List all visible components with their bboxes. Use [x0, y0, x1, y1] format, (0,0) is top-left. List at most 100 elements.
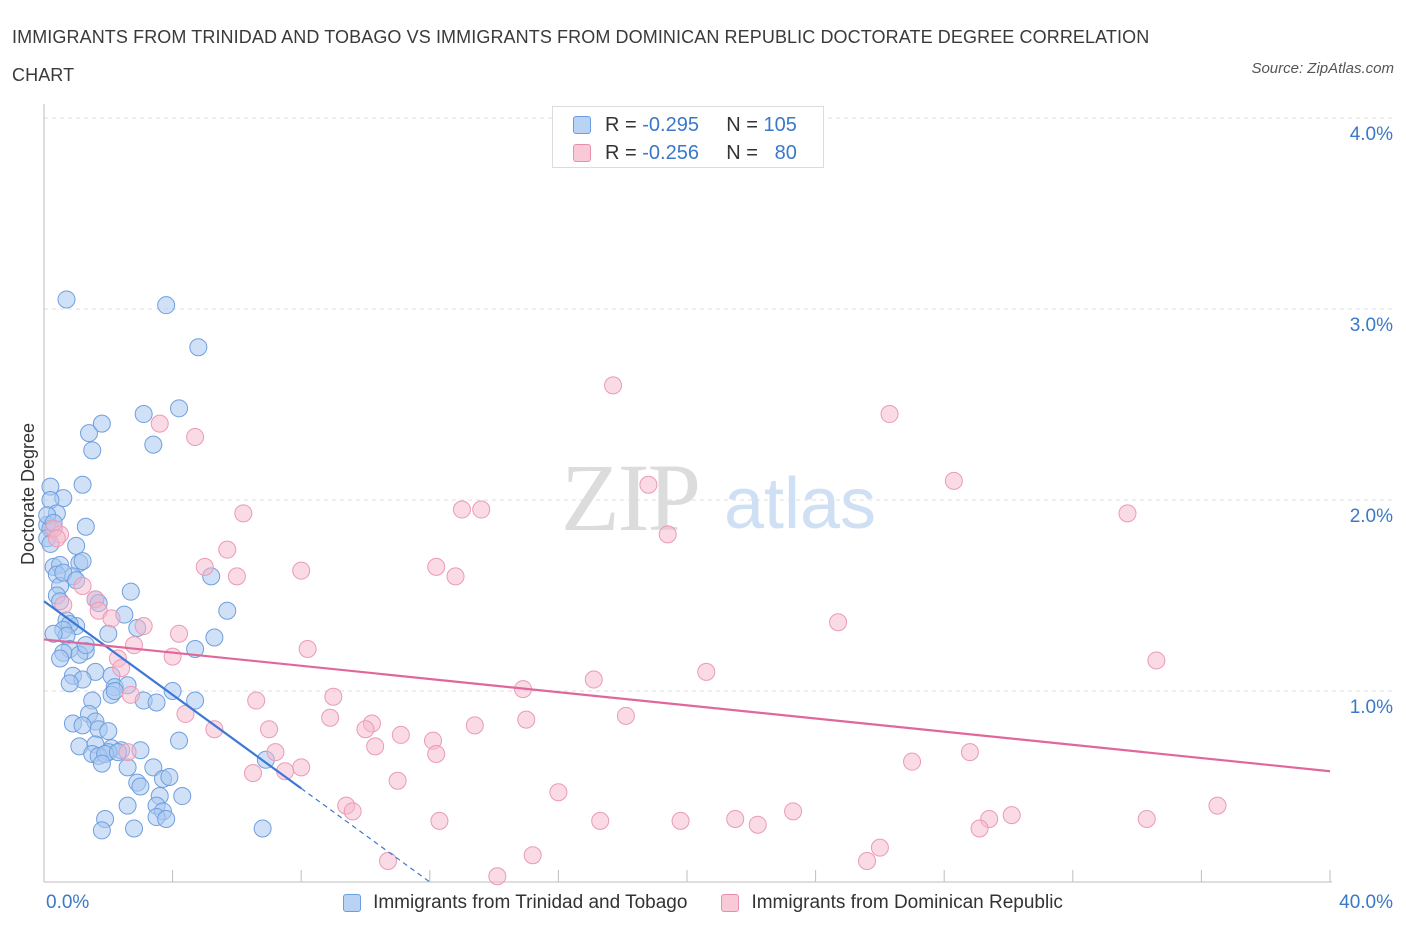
x-tick-label-min: 0.0% — [46, 892, 89, 913]
data-point-dominican — [748, 815, 767, 834]
data-point-dominican — [523, 846, 542, 865]
x-tick-label-max: 40.0% — [1339, 892, 1393, 913]
data-point-trinidad — [121, 582, 140, 601]
data-point-dominican — [472, 500, 491, 519]
data-point-trinidad — [170, 731, 189, 750]
data-point-dominican — [356, 720, 375, 739]
stats-swatch-pink — [573, 144, 591, 162]
trend-lines — [43, 600, 1331, 883]
data-point-dominican — [549, 783, 568, 802]
data-point-dominican — [671, 811, 690, 830]
data-point-trinidad — [157, 809, 176, 828]
data-point-dominican — [639, 475, 658, 494]
data-point-trinidad — [92, 754, 111, 773]
data-point-dominican — [121, 685, 140, 704]
data-point-dominican — [391, 725, 410, 744]
data-point-dominican — [1002, 806, 1021, 825]
data-point-trinidad — [134, 405, 153, 424]
stats-n-label: N = — [726, 141, 758, 164]
grid-lines — [44, 117, 1392, 692]
data-point-dominican — [234, 504, 253, 523]
data-point-trinidad — [73, 552, 92, 571]
data-point-dominican — [388, 771, 407, 790]
data-point-trinidad — [60, 674, 79, 693]
data-point-trinidad — [186, 639, 205, 658]
data-point-trinidad — [163, 682, 182, 700]
stats-row-trinidad: R = -0.295 N = 105 — [573, 111, 797, 139]
y-axis-label: Doctorate Degree — [18, 423, 38, 565]
trend-line-trinidad-extension — [300, 787, 431, 883]
data-point-dominican — [227, 567, 246, 586]
data-point-dominican — [118, 743, 137, 762]
data-point-trinidad — [57, 290, 76, 309]
data-point-dominican — [488, 867, 507, 886]
stats-n-value: 80 — [774, 141, 797, 164]
stats-legend: R = -0.295 N = 105 R = -0.256 N = 80 — [552, 106, 824, 168]
legend-swatch-pink — [721, 894, 740, 912]
tick-labels: 1.0% 2.0% 3.0% 4.0% 0.0% 40.0% — [46, 124, 1393, 913]
data-point-dominican — [944, 471, 963, 490]
data-point-dominican — [604, 376, 623, 395]
data-point-dominican — [858, 851, 877, 870]
data-point-trinidad — [80, 424, 99, 443]
data-point-dominican — [1147, 651, 1166, 670]
data-point-dominican — [163, 647, 182, 666]
data-point-trinidad — [105, 682, 124, 700]
bottom-legend: Immigrants from Trinidad and Tobago Immi… — [0, 888, 1406, 918]
data-point-dominican — [366, 737, 385, 756]
data-point-dominican — [321, 708, 340, 727]
legend-item-dominican[interactable]: Immigrants from Dominican Republic — [721, 892, 1063, 914]
data-point-dominican — [324, 687, 343, 706]
data-point-dominican — [970, 819, 989, 838]
data-point-trinidad — [144, 435, 163, 454]
data-point-trinidad — [147, 693, 166, 712]
data-point-dominican — [430, 811, 449, 830]
data-point-dominican — [195, 557, 214, 576]
data-point-dominican — [73, 576, 92, 595]
y-tick-label: 1.0% — [1350, 697, 1393, 718]
legend-item-trinidad[interactable]: Immigrants from Trinidad and Tobago — [343, 892, 687, 914]
data-point-dominican — [343, 802, 362, 821]
trend-line-trinidad — [43, 600, 302, 790]
stats-r-label: R = — [605, 113, 637, 136]
stats-r-value: -0.256 — [642, 141, 699, 164]
data-point-dominican — [697, 662, 716, 681]
source-label: Source: ZipAtlas.com — [1251, 60, 1394, 77]
data-point-dominican — [726, 809, 745, 828]
data-point-dominican — [292, 758, 311, 777]
data-point-dominican — [903, 752, 922, 771]
data-point-dominican — [584, 670, 603, 689]
data-point-dominican — [298, 639, 317, 658]
stats-row-dominican: R = -0.256 N = 80 — [573, 139, 797, 167]
data-point-dominican — [266, 743, 285, 762]
data-point-dominican — [517, 710, 536, 729]
data-point-trinidad — [76, 517, 95, 536]
chart-title: IMMIGRANTS FROM TRINIDAD AND TOBAGO VS I… — [12, 27, 1150, 85]
data-point-dominican — [54, 596, 73, 615]
data-point-trinidad — [44, 624, 63, 643]
data-point-dominican — [260, 720, 279, 739]
data-point-dominican — [427, 557, 446, 576]
data-point-dominican — [880, 405, 899, 424]
axes: Doctorate Degree — [18, 104, 1332, 883]
data-point-dominican — [102, 609, 121, 628]
data-point-dominican — [150, 414, 169, 433]
data-point-dominican — [427, 745, 446, 764]
data-point-trinidad — [253, 819, 272, 838]
data-point-dominican — [134, 617, 153, 636]
data-point-dominican — [465, 716, 484, 735]
data-point-dominican — [125, 636, 144, 655]
data-point-trinidad — [173, 787, 192, 806]
data-point-dominican — [1118, 504, 1137, 523]
data-point-dominican — [170, 624, 189, 643]
y-tick-label: 3.0% — [1350, 315, 1393, 336]
data-point-trinidad — [205, 628, 224, 647]
data-point-dominican — [591, 811, 610, 830]
watermark-atlas: atlas — [724, 464, 876, 544]
data-point-dominican — [784, 802, 803, 821]
data-point-trinidad — [67, 536, 86, 555]
data-point-dominican — [112, 659, 131, 678]
data-point-trinidad — [73, 475, 92, 494]
data-point-dominican — [243, 764, 262, 783]
